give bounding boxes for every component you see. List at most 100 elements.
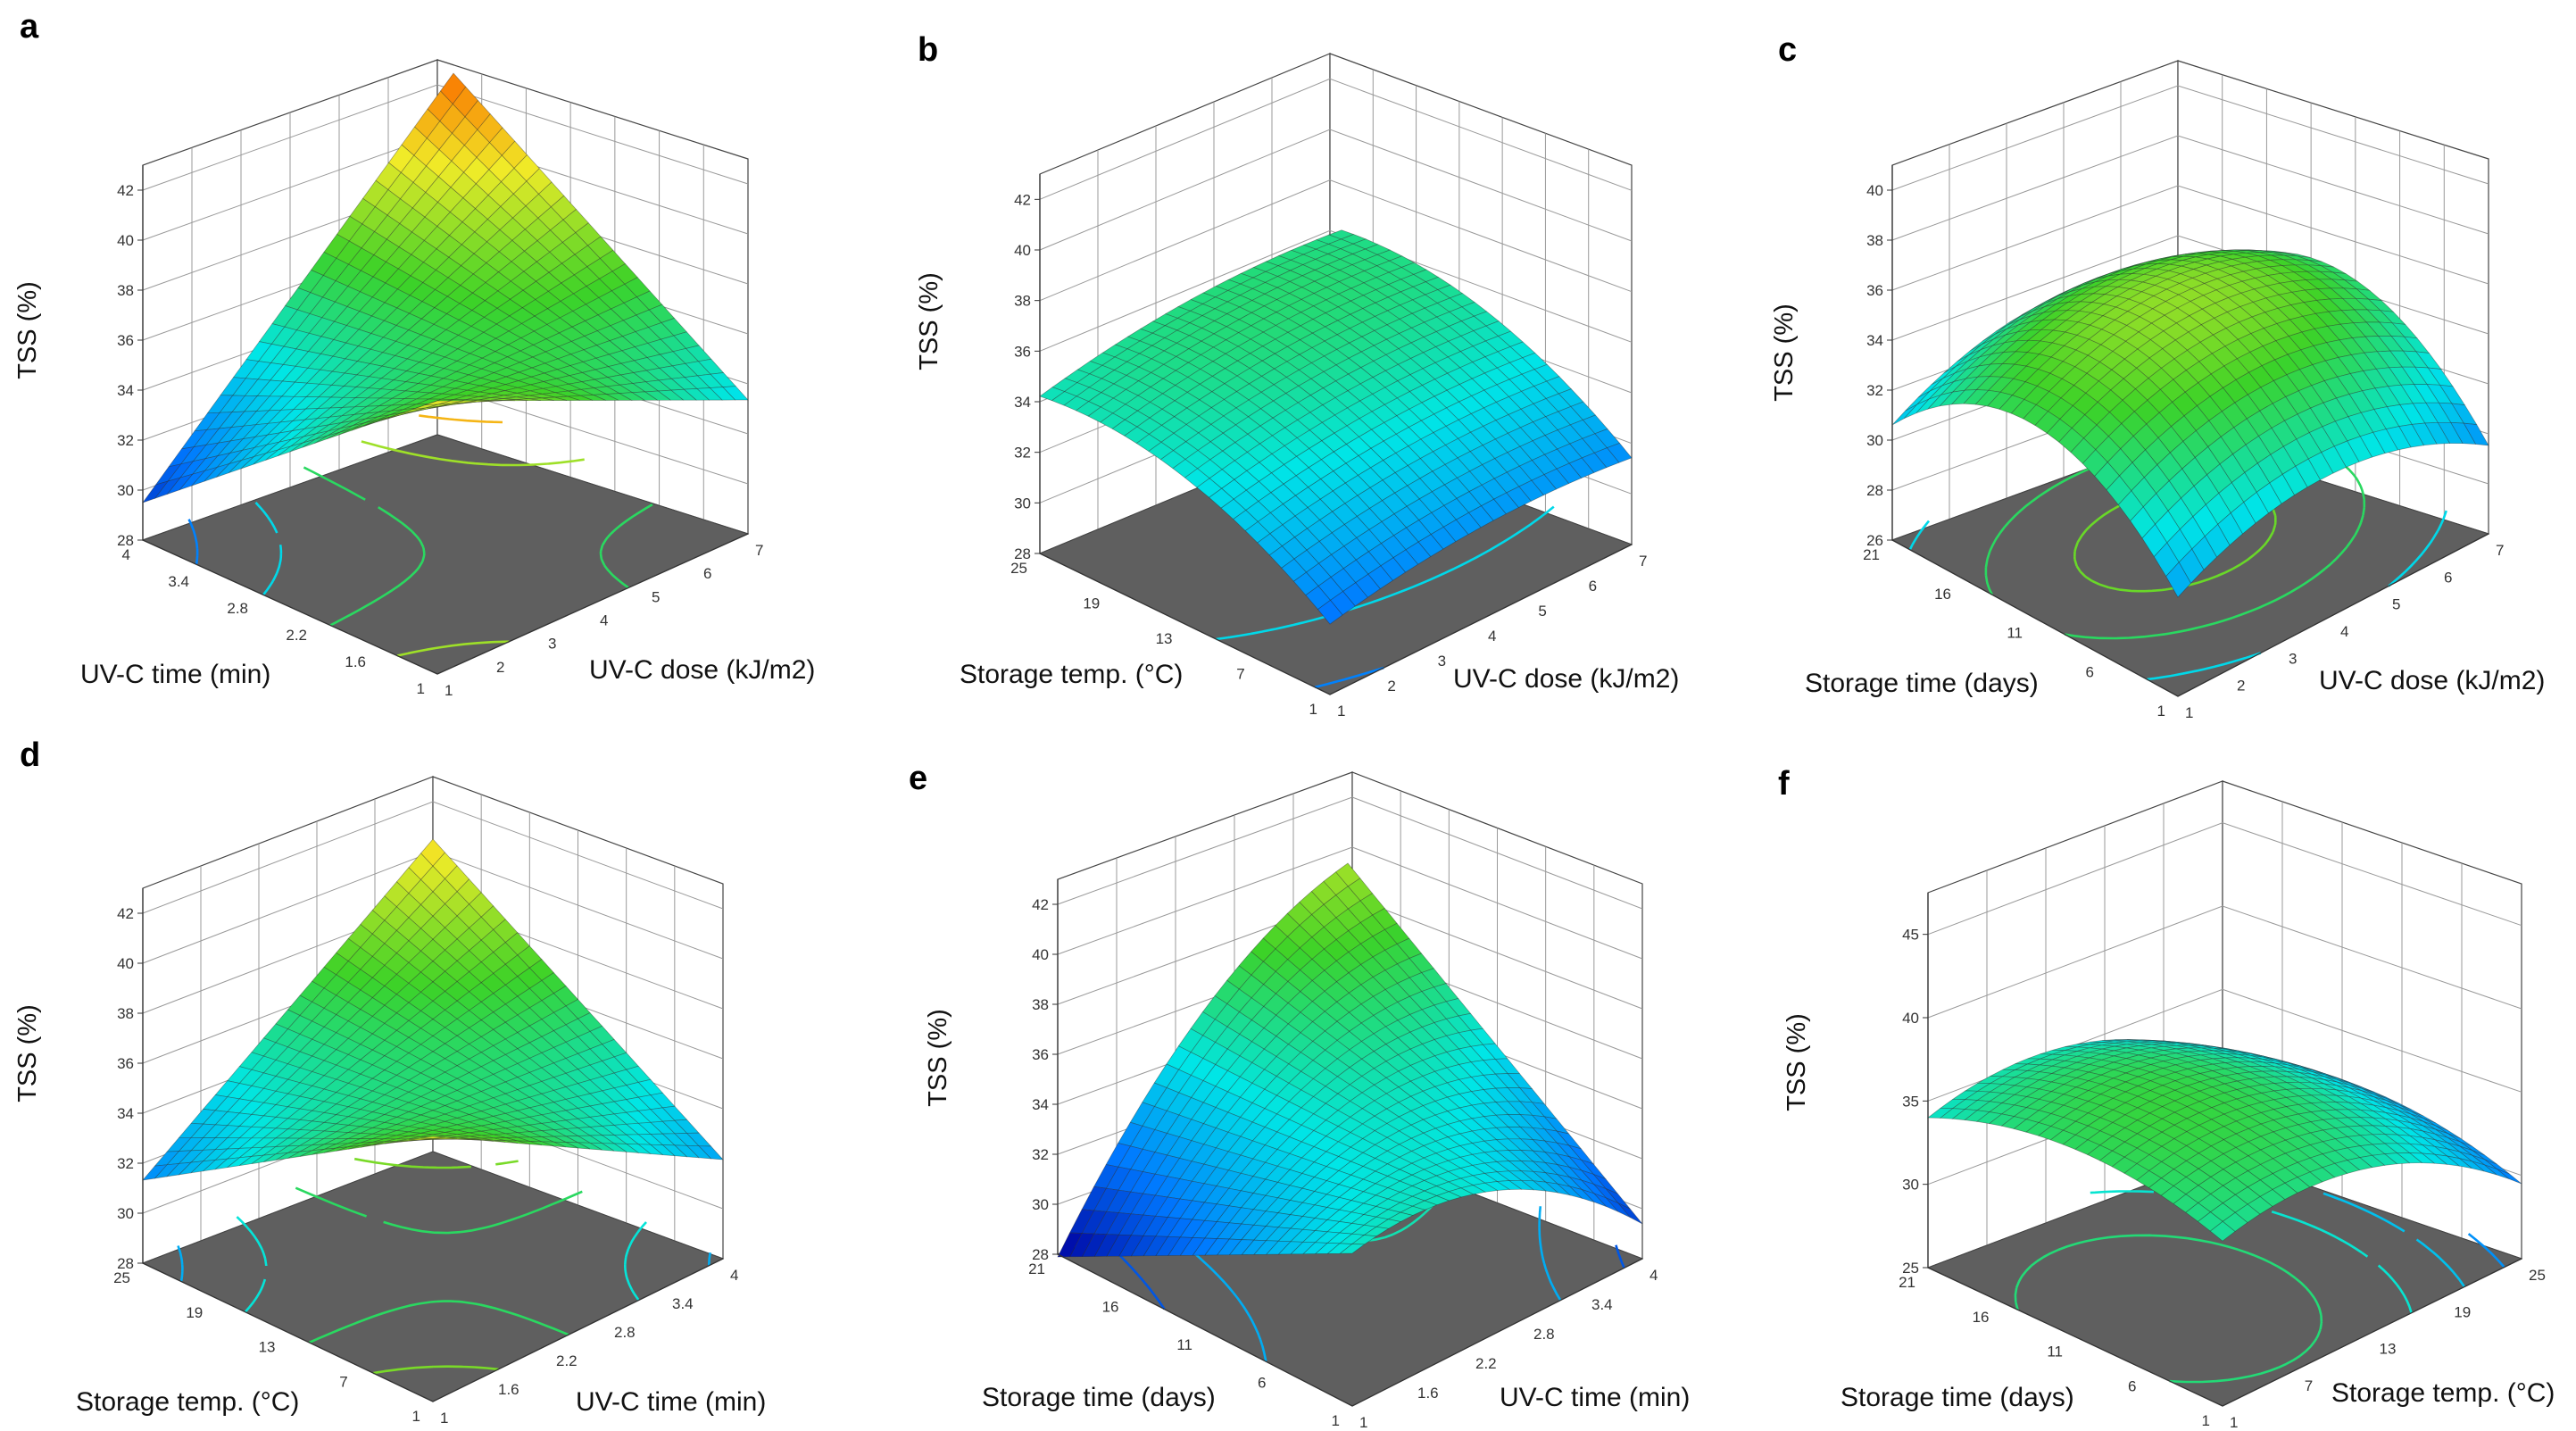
- x-tick-label: 2.8: [227, 600, 248, 617]
- z-tick-label: 42: [1014, 191, 1031, 208]
- surface-facet: [631, 391, 659, 401]
- z-tick-label: 28: [1014, 545, 1031, 562]
- y-tick-label: 3.4: [672, 1295, 694, 1312]
- y-tick-label: 6: [703, 565, 711, 582]
- z-tick-label: 32: [1866, 382, 1883, 399]
- panel-label-f: f: [1778, 765, 1790, 803]
- y-axis-title: UV-C time (min): [576, 1387, 766, 1417]
- x-tick-label: 19: [186, 1304, 203, 1321]
- z-tick-label: 45: [1902, 927, 1919, 944]
- z-tick-label: 36: [1014, 343, 1031, 360]
- z-tick-label: 36: [1866, 282, 1883, 299]
- surface-facet: [1480, 498, 1507, 521]
- x-tick-label: 7: [1236, 666, 1244, 683]
- surface-facet: [657, 389, 685, 401]
- y-tick-label: 4: [600, 612, 608, 629]
- surface-facet: [515, 398, 542, 402]
- surface-facet: [1355, 573, 1381, 598]
- y-tick-label: 7: [2305, 1377, 2313, 1394]
- z-tick-label: 36: [1032, 1046, 1049, 1063]
- surface-facet: [1506, 486, 1532, 508]
- panel-label-e: e: [909, 760, 927, 797]
- y-tick-label: 3: [1438, 653, 1446, 670]
- grid-line: [1891, 135, 2489, 241]
- y-tick-label: 2.8: [614, 1324, 636, 1341]
- grid-line: [142, 84, 749, 191]
- panel-label-b: b: [918, 31, 938, 69]
- y-tick-label: 1: [1359, 1414, 1367, 1431]
- y-axis-title: UV-C dose (kJ/m2): [589, 655, 815, 685]
- grid-line: [1891, 85, 2489, 191]
- grid-line: [1039, 129, 1633, 251]
- x-tick-label: 6: [2086, 663, 2094, 680]
- z-tick-label: 40: [117, 232, 134, 249]
- surface-facet: [669, 388, 697, 401]
- y-tick-label: 1.6: [1417, 1385, 1439, 1402]
- x-axis-title: Storage time (days): [982, 1383, 1216, 1412]
- x-tick-label: 3.4: [168, 573, 189, 590]
- y-tick-label: 1: [445, 682, 453, 699]
- z-axis-title: TSS (%): [924, 1009, 952, 1107]
- y-tick-label: 2: [496, 659, 504, 676]
- x-tick-label: 16: [1102, 1299, 1119, 1316]
- z-tick-label: 34: [1032, 1096, 1049, 1113]
- y-tick-label: 5: [652, 588, 660, 605]
- z-tick-label: 38: [117, 282, 134, 299]
- panel-b-surface: [1039, 229, 1633, 625]
- y-tick-label: 3: [548, 636, 556, 653]
- surface-facet: [477, 400, 503, 403]
- surface-facet: [580, 395, 606, 401]
- surface-facet: [722, 386, 749, 401]
- z-tick-label: 30: [1866, 432, 1883, 449]
- surface-facet: [709, 387, 736, 401]
- surface-facet: [1317, 599, 1343, 625]
- surface-facet: [644, 390, 672, 401]
- y-tick-label: 1: [440, 1410, 448, 1427]
- panel-c-surface: [1891, 249, 2489, 598]
- y-tick-label: 3: [2289, 650, 2297, 667]
- z-tick-label: 40: [1014, 242, 1031, 259]
- y-tick-label: 2: [2237, 678, 2245, 695]
- panel-a-box-edges: [142, 165, 749, 675]
- panel-label-c: c: [1778, 31, 1797, 69]
- contour-line: [303, 466, 653, 627]
- z-tick-label: 30: [117, 1205, 134, 1222]
- z-tick-label: 42: [117, 905, 134, 922]
- y-tick-label: 4: [2340, 623, 2348, 640]
- x-tick-label: 19: [1083, 595, 1100, 612]
- surface-facet: [463, 400, 490, 404]
- surface-facet: [683, 388, 710, 401]
- panel-a-surface: [142, 72, 749, 503]
- x-tick-label: 11: [2007, 625, 2023, 642]
- z-tick-label: 40: [117, 955, 134, 972]
- x-tick-label: 1: [1332, 1412, 1340, 1429]
- z-tick-label: 40: [1902, 1010, 1919, 1027]
- y-tick-label: 7: [755, 542, 763, 559]
- x-tick-label: 13: [259, 1339, 276, 1356]
- x-axis-title: Storage temp. (°C): [960, 660, 1183, 689]
- x-tick-label: 21: [1028, 1260, 1045, 1277]
- z-tick-label: 32: [117, 432, 134, 449]
- x-tick-label: 2.2: [286, 627, 307, 644]
- y-tick-label: 2: [1387, 678, 1395, 695]
- z-tick-label: 28: [117, 532, 134, 549]
- x-tick-label: 21: [1899, 1274, 1915, 1291]
- x-axis-title: Storage time (days): [1805, 669, 2039, 698]
- z-tick-label: 34: [117, 1105, 134, 1122]
- grid-line: [1891, 235, 2489, 341]
- y-axis-title: UV-C time (min): [1500, 1383, 1690, 1412]
- z-tick-label: 30: [117, 482, 134, 499]
- y-tick-label: 13: [2380, 1341, 2397, 1358]
- surface-facet: [1367, 565, 1393, 590]
- z-tick-label: 42: [117, 182, 134, 199]
- x-axis-title: Storage time (days): [1841, 1383, 2074, 1412]
- z-tick-label: 32: [1014, 445, 1031, 462]
- contour-line: [187, 519, 199, 565]
